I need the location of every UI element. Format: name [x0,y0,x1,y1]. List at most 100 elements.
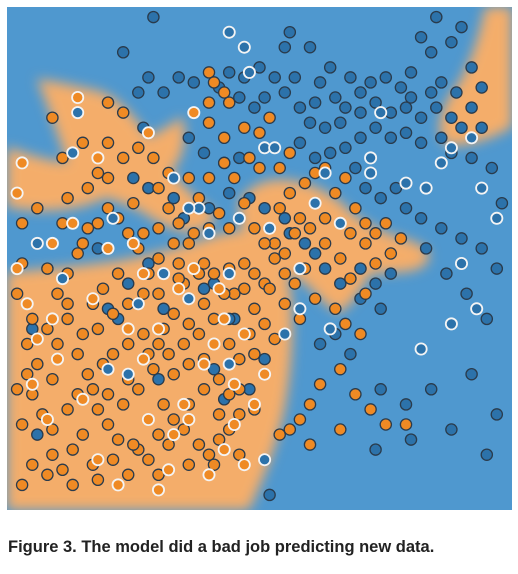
orange-training-point [399,418,413,431]
orange-training-point [86,383,100,396]
blue-test-point [232,211,246,225]
blue-training-point [182,131,196,145]
blue-training-point [369,443,382,456]
orange-training-point [41,262,54,275]
orange-training-point [354,327,367,341]
orange-training-point [121,227,135,240]
orange-training-point [31,357,44,371]
orange-test-point [126,236,140,250]
blue-test-point [56,272,70,286]
orange-training-point [152,287,165,300]
orange-test-point [10,262,24,276]
orange-test-point [167,428,181,442]
orange-training-point [127,438,140,451]
orange-training-point [303,438,317,451]
orange-training-point [283,186,297,200]
blue-training-point [268,71,281,84]
blue-training-point [435,222,448,235]
blue-training-point [485,161,499,175]
blue-training-point [379,71,393,84]
orange-training-point [76,428,90,441]
blue-training-point [157,302,170,316]
orange-training-point [334,423,347,436]
blue-test-point [374,106,388,120]
orange-training-point [51,337,64,351]
blue-test-point [419,181,433,195]
blue-training-point [278,212,292,225]
orange-test-point [25,377,39,391]
orange-training-point [278,247,292,260]
orange-training-point [101,201,115,215]
blue-training-point [480,312,494,326]
blue-training-point [404,91,418,104]
blue-training-point [318,262,332,275]
orange-training-point [132,141,145,155]
orange-training-point [177,423,191,436]
blue-training-point [354,262,367,275]
orange-test-point [136,352,150,366]
blue-training-point [359,181,372,195]
orange-training-point [248,302,261,316]
orange-training-point [152,222,165,235]
orange-training-point [197,297,211,311]
orange-training-point [127,196,140,210]
blue-training-point [369,277,382,290]
orange-training-point [263,111,276,124]
blue-test-point [101,362,115,376]
blue-training-point [465,101,478,114]
orange-training-point [273,161,286,175]
orange-training-point [258,237,271,250]
orange-test-point [51,352,65,366]
orange-training-point [253,161,266,175]
orange-training-point [15,478,29,492]
blue-training-point [233,91,246,104]
orange-training-point [61,312,74,326]
orange-training-point [278,297,292,311]
blue-test-point [308,196,322,210]
orange-training-point [258,317,271,331]
blue-test-point [182,292,196,306]
orange-training-point [344,227,357,240]
blue-training-point [404,66,418,79]
orange-training-point [182,237,196,250]
orange-training-point [177,337,191,351]
blue-training-point [374,191,387,205]
blue-test-point [258,453,272,467]
orange-training-point [248,222,261,235]
orange-training-point [187,227,201,240]
orange-training-point [20,337,34,351]
orange-training-point [212,433,226,446]
blue-training-point [293,136,307,150]
blue-test-point [66,146,80,160]
blue-training-point [278,40,292,54]
orange-training-point [207,76,221,89]
orange-training-point [253,126,266,140]
blue-test-point [167,171,181,185]
orange-training-point [51,287,64,300]
orange-training-point [56,463,69,477]
orange-training-point [61,403,74,416]
blue-training-point [308,247,322,260]
orange-training-point [81,367,95,381]
orange-training-point [222,96,236,109]
blue-training-point [490,262,504,275]
blue-training-point [374,302,387,316]
blue-test-point [318,166,332,180]
orange-training-point [132,383,145,396]
blue-test-point [268,141,282,155]
orange-test-point [141,126,155,140]
orange-training-point [101,418,115,431]
orange-training-point [283,146,297,160]
orange-training-point [359,287,372,300]
orange-training-point [233,408,246,421]
orange-training-point [334,362,347,376]
orange-test-point [247,397,261,411]
orange-training-point [293,212,307,225]
blue-test-point [182,201,196,215]
orange-training-point [233,448,246,461]
blue-test-point [157,267,171,281]
orange-training-point [288,277,302,290]
orange-training-point [182,317,196,331]
orange-training-point [137,287,150,300]
orange-training-point [91,166,105,180]
